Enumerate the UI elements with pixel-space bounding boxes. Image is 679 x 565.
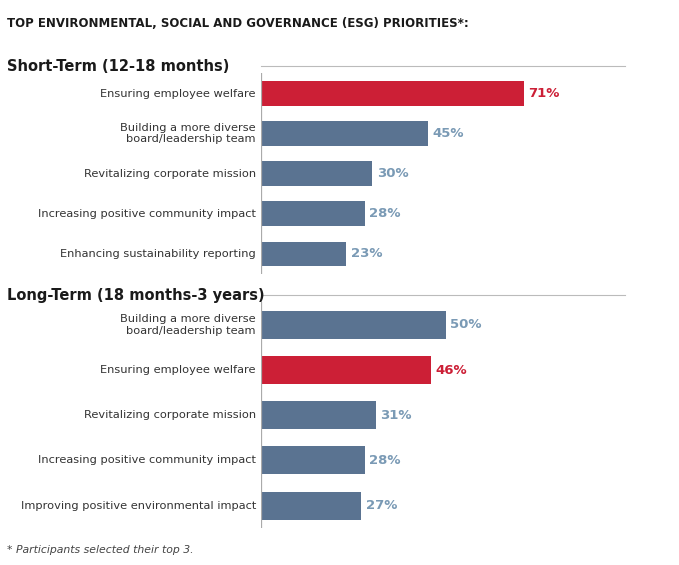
Bar <box>261 311 446 339</box>
Text: Enhancing sustainability reporting: Enhancing sustainability reporting <box>60 249 256 259</box>
Text: 45%: 45% <box>432 127 464 140</box>
Text: 23%: 23% <box>351 247 382 260</box>
Text: 27%: 27% <box>365 499 397 512</box>
Text: 28%: 28% <box>369 207 401 220</box>
Bar <box>261 241 346 267</box>
Text: Increasing positive community impact: Increasing positive community impact <box>38 209 256 219</box>
Text: Building a more diverse
board/leadership team: Building a more diverse board/leadership… <box>120 123 256 145</box>
Text: 28%: 28% <box>369 454 401 467</box>
Text: Revitalizing corporate mission: Revitalizing corporate mission <box>84 410 256 420</box>
Bar <box>261 356 431 384</box>
Text: 46%: 46% <box>436 363 467 377</box>
Bar <box>261 161 372 186</box>
Text: * Participants selected their top 3.: * Participants selected their top 3. <box>7 545 194 555</box>
Bar <box>261 121 428 146</box>
Text: TOP ENVIRONMENTAL, SOCIAL AND GOVERNANCE (ESG) PRIORITIES*:: TOP ENVIRONMENTAL, SOCIAL AND GOVERNANCE… <box>7 17 469 30</box>
Text: 30%: 30% <box>377 167 408 180</box>
Bar <box>261 492 361 520</box>
Bar <box>261 201 365 227</box>
Bar <box>261 401 376 429</box>
Text: 31%: 31% <box>380 408 411 422</box>
Text: Ensuring employee welfare: Ensuring employee welfare <box>100 365 256 375</box>
Text: Long-Term (18 months-3 years): Long-Term (18 months-3 years) <box>7 288 264 303</box>
Text: Increasing positive community impact: Increasing positive community impact <box>38 455 256 466</box>
Text: 50%: 50% <box>450 318 482 332</box>
Bar <box>261 446 365 475</box>
Text: Building a more diverse
board/leadership team: Building a more diverse board/leadership… <box>120 314 256 336</box>
Text: Short-Term (12-18 months): Short-Term (12-18 months) <box>7 59 230 75</box>
Text: Ensuring employee welfare: Ensuring employee welfare <box>100 89 256 98</box>
Text: 71%: 71% <box>528 87 559 100</box>
Bar <box>261 81 524 106</box>
Text: Revitalizing corporate mission: Revitalizing corporate mission <box>84 169 256 179</box>
Text: Improving positive environmental impact: Improving positive environmental impact <box>20 501 256 511</box>
